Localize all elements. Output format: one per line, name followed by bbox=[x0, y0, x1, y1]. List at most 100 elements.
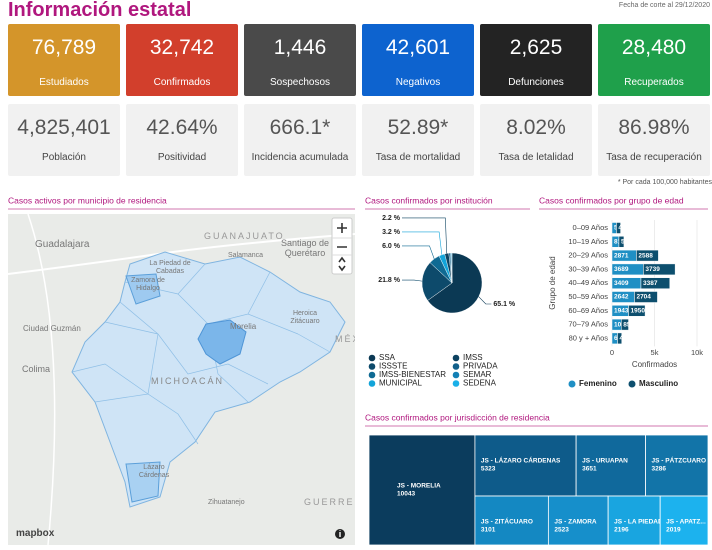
y-tick-label: 60–69 Años bbox=[568, 306, 608, 315]
stat-label: Negativos bbox=[395, 77, 441, 88]
indicator-value: 52.89* bbox=[387, 116, 449, 139]
stat-card: 76,789 Estudiados bbox=[8, 24, 120, 96]
stat-value: 42,601 bbox=[385, 36, 451, 59]
section-title: Casos confirmados por institución bbox=[365, 195, 493, 205]
map-place-label: Guadalajara bbox=[35, 239, 90, 250]
leader-line bbox=[402, 217, 448, 254]
legend-label: PRIVADA bbox=[463, 362, 498, 371]
bar-value-label: 3409 bbox=[614, 280, 629, 287]
indicator-value: 42.64% bbox=[146, 116, 218, 139]
cutoff-date: Fecha de corte al 29/12/2020 bbox=[618, 2, 710, 9]
map[interactable]: Guadalajara GUANAJUATO Salamanca Santiago d… bbox=[8, 214, 355, 545]
leader-line bbox=[402, 245, 435, 259]
y-tick-label: 40–49 Años bbox=[568, 278, 608, 287]
x-tick-label: 0 bbox=[610, 348, 614, 357]
pie-value-label: 3.2 % bbox=[382, 229, 401, 236]
map-place-label: Zihuatanejo bbox=[208, 499, 245, 506]
bar-value-label: 587 bbox=[621, 239, 632, 246]
bar-value-label: 2871 bbox=[614, 252, 629, 259]
treemap-label: JS - LA PIEDAD bbox=[614, 519, 663, 526]
bar-segment bbox=[634, 291, 658, 303]
bar-value-label: 490 bbox=[618, 225, 629, 232]
treemap-value: 2019 bbox=[666, 527, 681, 534]
active-cases-high bbox=[125, 273, 161, 305]
map-place-label: GUANAJUATO bbox=[204, 231, 285, 241]
map-place-label: Salamanca bbox=[228, 252, 264, 259]
treemap-value: 3101 bbox=[481, 527, 496, 534]
section-title: Casos activos por municipio de residenci… bbox=[8, 195, 167, 205]
map-place-label: Santiago de Querétaro bbox=[280, 238, 330, 258]
bar-segment bbox=[643, 263, 676, 276]
treemap-label: JS - LÁZARO CÁRDENAS bbox=[481, 456, 561, 465]
treemap-label: JS - MORELIA bbox=[397, 483, 441, 490]
legend-label: Femenino bbox=[579, 379, 617, 388]
bar-value-label: 1943 bbox=[614, 308, 629, 315]
y-tick-label: 70–79 Años bbox=[568, 320, 608, 329]
pie-value-label: 2.2 % bbox=[382, 215, 401, 222]
legend-label: ISSSTE bbox=[379, 362, 407, 371]
map-place-label: La Piedad de Cabadas bbox=[149, 260, 191, 275]
indicator-label: Tasa de recuperación bbox=[606, 152, 702, 163]
treemap-cell bbox=[607, 495, 661, 546]
treemap-cell bbox=[547, 495, 609, 546]
pie-value-label: 65.1 % bbox=[493, 301, 516, 308]
stat-value: 32,742 bbox=[149, 36, 215, 59]
x-tick-label: 5k bbox=[651, 348, 659, 357]
map-place-label: Heroica Zitácuaro bbox=[290, 310, 320, 325]
legend-label: MUNICIPAL bbox=[379, 379, 423, 388]
indicator-label: Positividad bbox=[157, 152, 207, 163]
indicator-value: 4,825,401 bbox=[17, 116, 111, 139]
indicator-label: Población bbox=[42, 152, 86, 163]
zoom-controls[interactable] bbox=[331, 217, 353, 275]
y-tick-label: 80 y + Años bbox=[569, 333, 609, 342]
bar-value-label: 2642 bbox=[614, 294, 629, 301]
bar-segment bbox=[640, 277, 671, 289]
legend-label: SSA bbox=[379, 353, 396, 362]
y-tick-label: 10–19 Años bbox=[568, 237, 608, 246]
bar-value-label: 850 bbox=[623, 321, 634, 328]
legend-marker bbox=[568, 380, 576, 388]
map-place-label: GUERRERO bbox=[304, 497, 355, 507]
map-place-label: Colima bbox=[22, 364, 51, 374]
treemap-label: JS - ZAMORA bbox=[554, 519, 597, 526]
bar-segment bbox=[621, 318, 629, 331]
bar-segment bbox=[628, 305, 646, 317]
stat-value: 2,625 bbox=[509, 36, 563, 59]
stat-card: 42,601 Negativos bbox=[362, 24, 474, 96]
stat-card: 32,742 Confirmados bbox=[126, 24, 238, 96]
treemap-cell bbox=[474, 434, 577, 497]
stat-value: 28,480 bbox=[621, 36, 687, 59]
active-cases-high bbox=[125, 461, 161, 503]
bar-segment bbox=[617, 332, 622, 345]
bar-value-label: 2588 bbox=[638, 252, 653, 259]
map-place-label: MÉXICO bbox=[335, 334, 355, 344]
map-place-label: Ciudad Guzmán bbox=[23, 324, 81, 333]
map-road bbox=[27, 214, 56, 545]
treemap-cell bbox=[575, 434, 646, 497]
footnote: * Por cada 100,000 habitantes bbox=[617, 179, 712, 186]
treemap-value: 5323 bbox=[481, 466, 496, 473]
legend-marker bbox=[368, 363, 376, 370]
stat-card: 2,625 Defunciones bbox=[480, 24, 592, 96]
indicator-label: Tasa de mortalidad bbox=[375, 152, 461, 163]
legend-marker bbox=[628, 380, 636, 388]
info-button[interactable] bbox=[335, 529, 345, 539]
treemap-label: JS - PÁTZCUARO bbox=[652, 456, 707, 465]
stat-label: Estudiados bbox=[39, 77, 89, 88]
map-place-label: Zamora de Hidalgo bbox=[131, 277, 165, 292]
legend-marker bbox=[452, 363, 460, 370]
treemap-label: JS - URUAPAN bbox=[582, 458, 628, 465]
legend-label: SEDENA bbox=[463, 379, 497, 388]
state-shape bbox=[71, 251, 346, 508]
leader-line bbox=[402, 279, 423, 282]
indicator-card: 42.64% Positividad bbox=[126, 104, 238, 176]
pie-value-label: 21.8 % bbox=[378, 277, 401, 284]
bar-value-label: 1950 bbox=[631, 308, 646, 315]
bar-value-label: 3387 bbox=[643, 280, 658, 287]
stat-card: 1,446 Sospechosos bbox=[244, 24, 356, 96]
legend-marker bbox=[368, 371, 376, 379]
bar-segment bbox=[636, 249, 659, 262]
stat-value: 76,789 bbox=[31, 36, 97, 59]
treemap-cell bbox=[368, 434, 476, 546]
treemap-value: 10043 bbox=[397, 491, 415, 498]
